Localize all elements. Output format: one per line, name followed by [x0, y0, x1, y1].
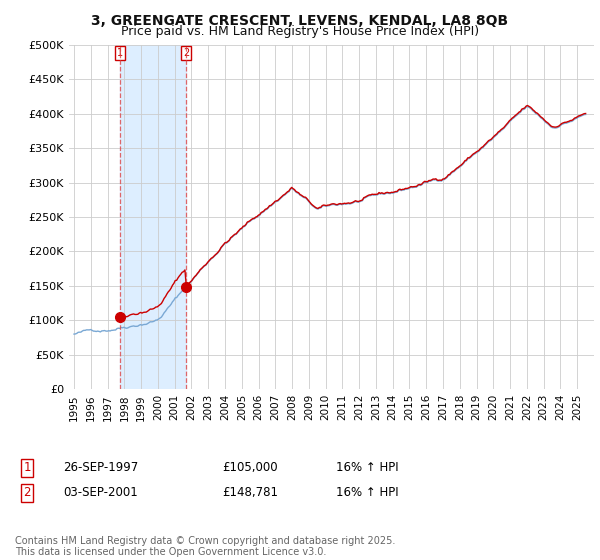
Text: 1: 1	[23, 461, 31, 474]
Text: £105,000: £105,000	[222, 461, 278, 474]
Text: Price paid vs. HM Land Registry's House Price Index (HPI): Price paid vs. HM Land Registry's House …	[121, 25, 479, 38]
Text: 3, GREENGATE CRESCENT, LEVENS, KENDAL, LA8 8QB: 3, GREENGATE CRESCENT, LEVENS, KENDAL, L…	[91, 14, 509, 28]
Text: 26-SEP-1997: 26-SEP-1997	[63, 461, 138, 474]
Text: 2: 2	[23, 486, 31, 500]
Bar	[120, 45, 186, 389]
Text: 16% ↑ HPI: 16% ↑ HPI	[336, 486, 398, 500]
Text: 16% ↑ HPI: 16% ↑ HPI	[336, 461, 398, 474]
Text: 03-SEP-2001: 03-SEP-2001	[63, 486, 138, 500]
Text: Contains HM Land Registry data © Crown copyright and database right 2025.
This d: Contains HM Land Registry data © Crown c…	[15, 535, 395, 557]
Text: £148,781: £148,781	[222, 486, 278, 500]
Text: 1: 1	[117, 48, 123, 58]
Text: 2: 2	[183, 48, 189, 58]
Legend: 3, GREENGATE CRESCENT, LEVENS, KENDAL, LA8 8QB (detached house), HPI: Average pr: 3, GREENGATE CRESCENT, LEVENS, KENDAL, L…	[75, 407, 525, 441]
